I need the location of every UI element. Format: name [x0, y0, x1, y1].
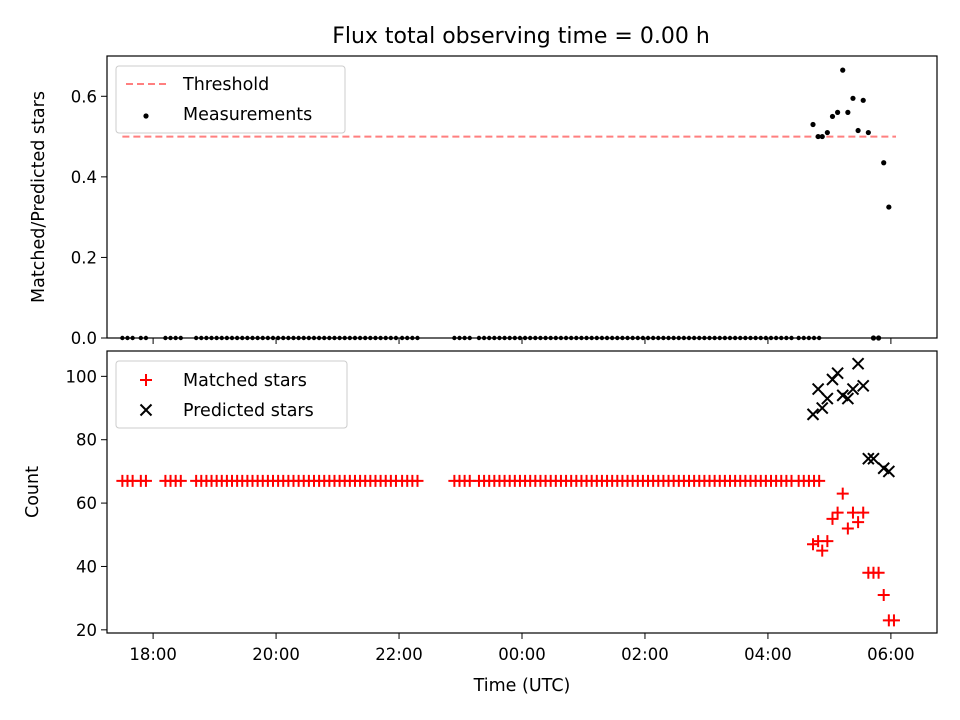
- y-tick-label: 0.0: [71, 329, 97, 348]
- top-axes: 0.0 0.2 0.4 0.6 Matched/Predicted stars Thres…: [29, 55, 938, 348]
- x-tick-label: 20:00: [252, 645, 300, 664]
- x-tick-label: 00:00: [498, 645, 546, 664]
- measurement-point: [860, 97, 866, 103]
- y-axis-label: Matched/Predicted stars: [29, 91, 49, 303]
- predicted-point: [811, 382, 825, 396]
- measurement-point: [835, 109, 841, 115]
- matched-point: [841, 522, 854, 535]
- predicted-point: [831, 366, 844, 380]
- predicted-point: [867, 452, 880, 465]
- bottom-axes: 20 40 60 80 100 18:00 20:00 22:00 00:00 02:00 04:0…: [23, 350, 938, 696]
- matched-point: [139, 474, 152, 487]
- y-tick-label: 0.6: [71, 87, 97, 106]
- x-tick-label: 06:00: [867, 645, 915, 664]
- y-tick-label: 60: [76, 494, 97, 513]
- x-tick-label: 02:00: [621, 645, 669, 664]
- legend-matched-swatch: [140, 374, 152, 386]
- matched-point: [411, 474, 424, 487]
- measurement-point: [881, 160, 887, 166]
- y-tick-label: 0.2: [71, 248, 97, 267]
- measurement-point: [886, 204, 892, 210]
- measurement-point: [829, 113, 836, 120]
- x-axis-label: Time (UTC): [473, 676, 571, 696]
- predicted-point: [806, 408, 820, 421]
- legend-measurements-label: Measurements: [183, 105, 312, 125]
- matched-point: [816, 544, 829, 557]
- legend-predicted-swatch: [139, 403, 153, 417]
- legend-matched-label: Matched stars: [183, 371, 307, 391]
- x-tick-label: 04:00: [744, 645, 792, 664]
- predicted-point: [846, 382, 860, 396]
- measurement-point: [850, 95, 856, 101]
- matched-point: [836, 487, 849, 500]
- legend-predicted-label: Predicted stars: [183, 401, 314, 421]
- top-axes-frame: [106, 55, 938, 339]
- legend-measurements-swatch: [143, 113, 149, 119]
- matched-point: [821, 535, 834, 548]
- matched-point: [857, 506, 870, 519]
- measurement-point: [824, 129, 830, 136]
- y-tick-label: 20: [76, 621, 97, 640]
- matched-point: [813, 474, 826, 487]
- legend-threshold-label: Threshold: [182, 75, 269, 95]
- measurement-point: [865, 129, 871, 136]
- matched-point: [872, 566, 885, 579]
- matched-point: [174, 474, 187, 487]
- measurement-point: [845, 109, 851, 115]
- y-tick-label: 0.4: [71, 168, 97, 187]
- measurement-point: [819, 133, 825, 140]
- predicted-point: [821, 392, 834, 405]
- legend-frame: [115, 65, 346, 134]
- y-axis-label: Count: [23, 466, 43, 518]
- matched-point: [877, 588, 890, 601]
- bottom-axes-frame: [106, 350, 938, 634]
- predicted-point: [851, 357, 865, 370]
- measurement-point: [855, 127, 861, 134]
- x-tick-label: 22:00: [375, 645, 423, 664]
- matched-point: [831, 506, 844, 519]
- matched-point: [826, 512, 839, 525]
- y-tick-label: 40: [76, 557, 97, 576]
- predicted-point: [862, 452, 875, 465]
- legend-top: Threshold Measurements: [115, 65, 346, 134]
- measurement-point: [815, 133, 821, 140]
- predicted-point: [882, 465, 896, 478]
- measurement-point: [840, 67, 846, 73]
- predicted-point: [816, 401, 829, 415]
- matched-point: [887, 614, 900, 627]
- predicted-point: [841, 392, 855, 405]
- x-tick-label: 18:00: [129, 645, 177, 664]
- predicted-point: [857, 379, 870, 393]
- legend-bottom: Matched stars Predicted stars: [115, 360, 348, 429]
- matched-point: [846, 506, 859, 519]
- y-tick-label: 80: [76, 431, 97, 450]
- chart-title: Flux total observing time = 0.00 h: [332, 24, 710, 49]
- legend-frame: [115, 360, 348, 429]
- measurement-point: [810, 121, 816, 128]
- matched-point: [852, 516, 865, 529]
- y-tick-label: 100: [66, 367, 98, 386]
